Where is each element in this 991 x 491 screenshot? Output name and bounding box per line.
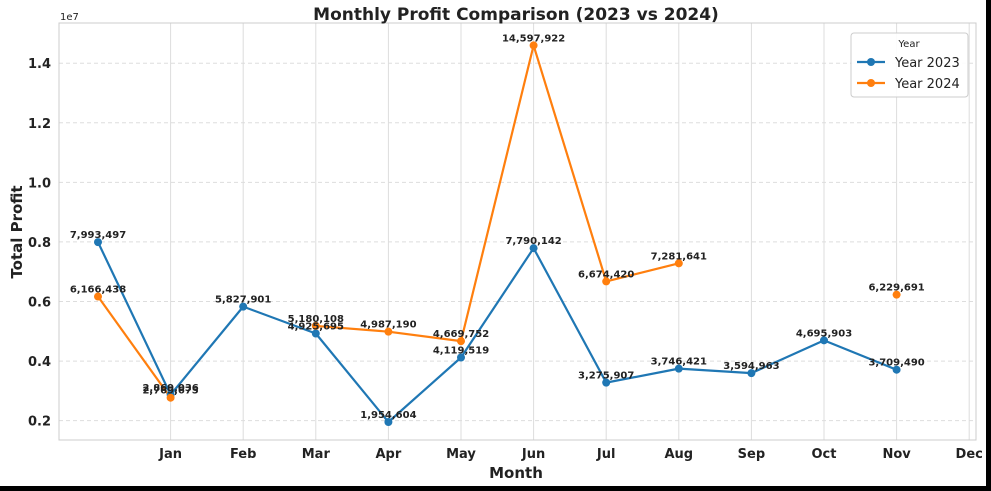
year-2023-data-label: 1,954,604 [360,410,416,421]
year-2024-legend-marker [867,79,875,87]
x-tick-label: Mar [302,447,331,462]
year-2023-point [311,329,320,338]
year-2023-point [94,238,102,247]
year-2024-point [457,337,465,346]
year-2023-data-label: 3,275,907 [578,371,634,382]
x-tick-label: Feb [230,447,256,462]
year-2023-data-label: 3,594,963 [723,361,779,372]
year-2023-point [529,244,538,253]
series-lines [97,44,898,424]
year-2023-point [892,365,901,374]
year-2023-data-label: 2,869,036 [142,383,198,394]
x-tick-label: Dec [956,447,983,462]
year-2023-legend-label: Year 2023 [894,56,960,71]
year-2024-data-label: 14,597,922 [502,33,565,44]
data-labels: 7,993,497 2,869,036 5,827,901 4,925,695 1,95… [70,33,925,421]
x-tick-label: Nov [882,447,911,462]
y-tick-label: 0.2 [28,415,51,430]
y-tick-labels: 0.2 0.4 0.6 0.8 1.0 1.2 1.4 [28,57,51,429]
x-axis-label: Month [489,464,543,482]
year-2023-point [239,302,248,311]
year-2024-point [384,327,393,336]
plot-frame [58,22,977,441]
x-tick-label: Aug [664,447,693,462]
y-tick-label: 0.6 [28,295,51,310]
year-2024-line [97,295,172,399]
year-2024-point [94,292,102,301]
x-tick-label: Sep [738,447,766,462]
y-tick-label: 1.4 [28,57,51,72]
year-2024-point [166,393,175,402]
year-2023-data-label: 4,119,519 [433,346,489,357]
y-tick-label: 0.8 [28,236,51,251]
year-2023-data-label: 3,746,421 [651,357,707,368]
year-2024-point [529,41,538,50]
y-tick-label: 1.0 [28,176,51,191]
x-tick-label: Apr [376,447,402,462]
year-2024-legend-label: Year 2024 [894,77,960,92]
year-2023-point [602,378,611,387]
year-2023-data-label: 4,695,903 [796,328,852,339]
legend-box [850,32,969,98]
year-2023-line [97,241,898,424]
year-2024-data-label: 7,281,641 [651,251,707,262]
year-2024-data-label: 4,669,752 [433,329,489,340]
year-2023-data-label: 7,790,142 [505,236,561,247]
y-tick-label: 1.2 [28,117,51,132]
legend-title: Year [897,39,920,50]
year-2023-legend-marker [867,58,875,66]
year-2024-point [311,321,320,330]
year-2023-data-label: 7,993,497 [70,230,126,241]
x-tick-label: Oct [812,447,837,462]
year-2023-point [457,353,465,362]
year-2024-data-label: 4,987,190 [360,320,416,331]
year-2023-data-label: 3,709,490 [868,358,924,369]
year-2024-data-label: 5,180,108 [288,314,344,325]
x-tick-label: Jan [158,447,182,462]
year-2024-data-label: 2,769,675 [142,386,198,397]
x-tick-label: Jun [521,447,545,462]
year-2023-point [820,336,828,345]
year-2024-point [602,277,611,286]
year-2024-data-label: 6,166,438 [70,285,126,296]
year-2024-data-label: 6,229,691 [868,283,924,294]
year-2024-line [315,44,680,343]
year-2024-point [892,290,901,299]
y-axis-label: Total Profit [8,185,26,278]
x-tick-labels: Jan Feb Mar Apr May Jun Jul Aug Sep Oct Nov Dec [158,447,983,462]
year-2023-point [384,417,393,426]
x-tick-label: Jul [596,447,616,462]
grid-lines [59,23,976,440]
y-scale-label: 1e7 [60,12,79,23]
y-tick-label: 0.4 [28,355,51,370]
legend: Year Year 2023 Year 2024 [850,32,969,98]
year-2023-point [747,369,756,378]
x-tick-label: May [446,447,476,462]
year-2024-point [674,259,683,268]
year-2023-data-label: 5,827,901 [215,295,271,306]
series-points [94,41,901,426]
year-2023-point [674,364,683,373]
year-2023-data-label: 4,925,695 [288,321,344,332]
chart-title: Monthly Profit Comparison (2023 vs 2024) [313,5,719,25]
year-2024-data-label: 6,674,420 [578,269,634,280]
